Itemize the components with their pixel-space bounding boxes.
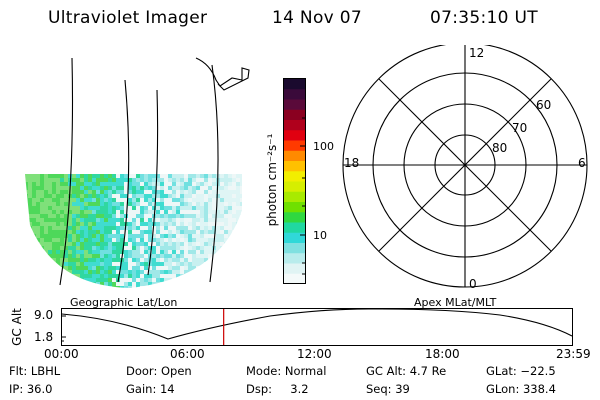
colorbar-cell xyxy=(284,140,305,152)
info-ip: IP: 36.0 xyxy=(9,382,53,396)
geographic-panel-label: Geographic Lat/Lon xyxy=(70,296,178,309)
colorbar-cell xyxy=(284,79,305,90)
colorbar-unit-label: photon cm⁻²s⁻¹ xyxy=(265,133,279,227)
colorbar-cell xyxy=(284,109,305,121)
colorbar-cell xyxy=(284,89,305,100)
colorbar-cell xyxy=(284,150,305,162)
info-glat: GLat: −22.5 xyxy=(486,364,556,378)
instrument-title: Ultraviolet Imager xyxy=(48,8,208,28)
mlt-label-0: 0 xyxy=(469,277,477,291)
observation-time: 07:35:10 UT xyxy=(430,8,538,28)
info-gain: Gain: 14 xyxy=(126,382,175,396)
mlat-label-80: 80 xyxy=(492,141,508,155)
timeline-xtick: 06:00 xyxy=(170,347,205,361)
colorbar-tick-100: 100 xyxy=(313,140,334,153)
meridian-line xyxy=(117,79,130,283)
colorbar-cell xyxy=(284,212,305,223)
timeline-xtick: 12:00 xyxy=(297,347,332,361)
info-door: Door: Open xyxy=(126,364,192,378)
colorbar-cell xyxy=(284,130,305,141)
timeline-ylabel: GC Alt xyxy=(10,308,24,346)
colorbar-cell xyxy=(284,191,305,203)
colorbar-tick-10: 10 xyxy=(313,229,327,242)
mlt-label-6: 6 xyxy=(578,156,586,170)
colorbar-cell xyxy=(284,99,305,111)
colorbar-cell xyxy=(284,202,305,213)
info-glon: GLon: 338.4 xyxy=(486,382,556,396)
colorbar-cell xyxy=(284,161,305,172)
orbit-altitude-timeline xyxy=(61,308,573,346)
timeline-ytick-1.8: 1.8 xyxy=(34,330,54,344)
geographic-image-panel xyxy=(25,57,250,288)
info-filter: Flt: LBHL xyxy=(9,364,61,378)
timeline-ytick-9: 9.0 xyxy=(34,308,54,322)
apex-panel-label: Apex MLat/MLT xyxy=(414,296,497,309)
observation-date: 14 Nov 07 xyxy=(272,8,362,28)
coastline xyxy=(195,57,250,91)
info-seq: Seq: 39 xyxy=(366,382,410,396)
mlat-label-70: 70 xyxy=(512,121,528,135)
info-gc-alt: GC Alt: 4.7 Re xyxy=(366,364,447,378)
colorbar-cell xyxy=(284,222,305,234)
colorbar-cell xyxy=(284,243,305,254)
meridian-line xyxy=(147,89,159,276)
colorbar xyxy=(283,78,306,284)
altitude-curve xyxy=(61,308,573,340)
colorbar-cell xyxy=(284,253,305,264)
mlt-diagonal xyxy=(378,78,552,252)
mlt-label-18: 18 xyxy=(344,156,360,170)
colorbar-cell xyxy=(284,232,305,244)
colorbar-cell xyxy=(284,273,305,284)
info-mode: Mode: Normal xyxy=(246,364,327,378)
timeline-xtick: 23:59 xyxy=(556,347,591,361)
mlat-label-60: 60 xyxy=(536,98,552,112)
timeline-xtick: 00:00 xyxy=(44,347,79,361)
meridian-line xyxy=(209,64,219,283)
colorbar-cell xyxy=(284,171,305,182)
colorbar-cell xyxy=(284,263,305,275)
mlt-label-12: 12 xyxy=(469,46,485,60)
info-dsp: Dsp: 3.2 xyxy=(246,382,309,396)
meridian-line xyxy=(59,57,74,286)
colorbar-cell xyxy=(284,120,305,131)
colorbar-cell xyxy=(284,181,305,193)
polar-plot xyxy=(342,45,588,288)
timeline-xtick: 18:00 xyxy=(425,347,460,361)
